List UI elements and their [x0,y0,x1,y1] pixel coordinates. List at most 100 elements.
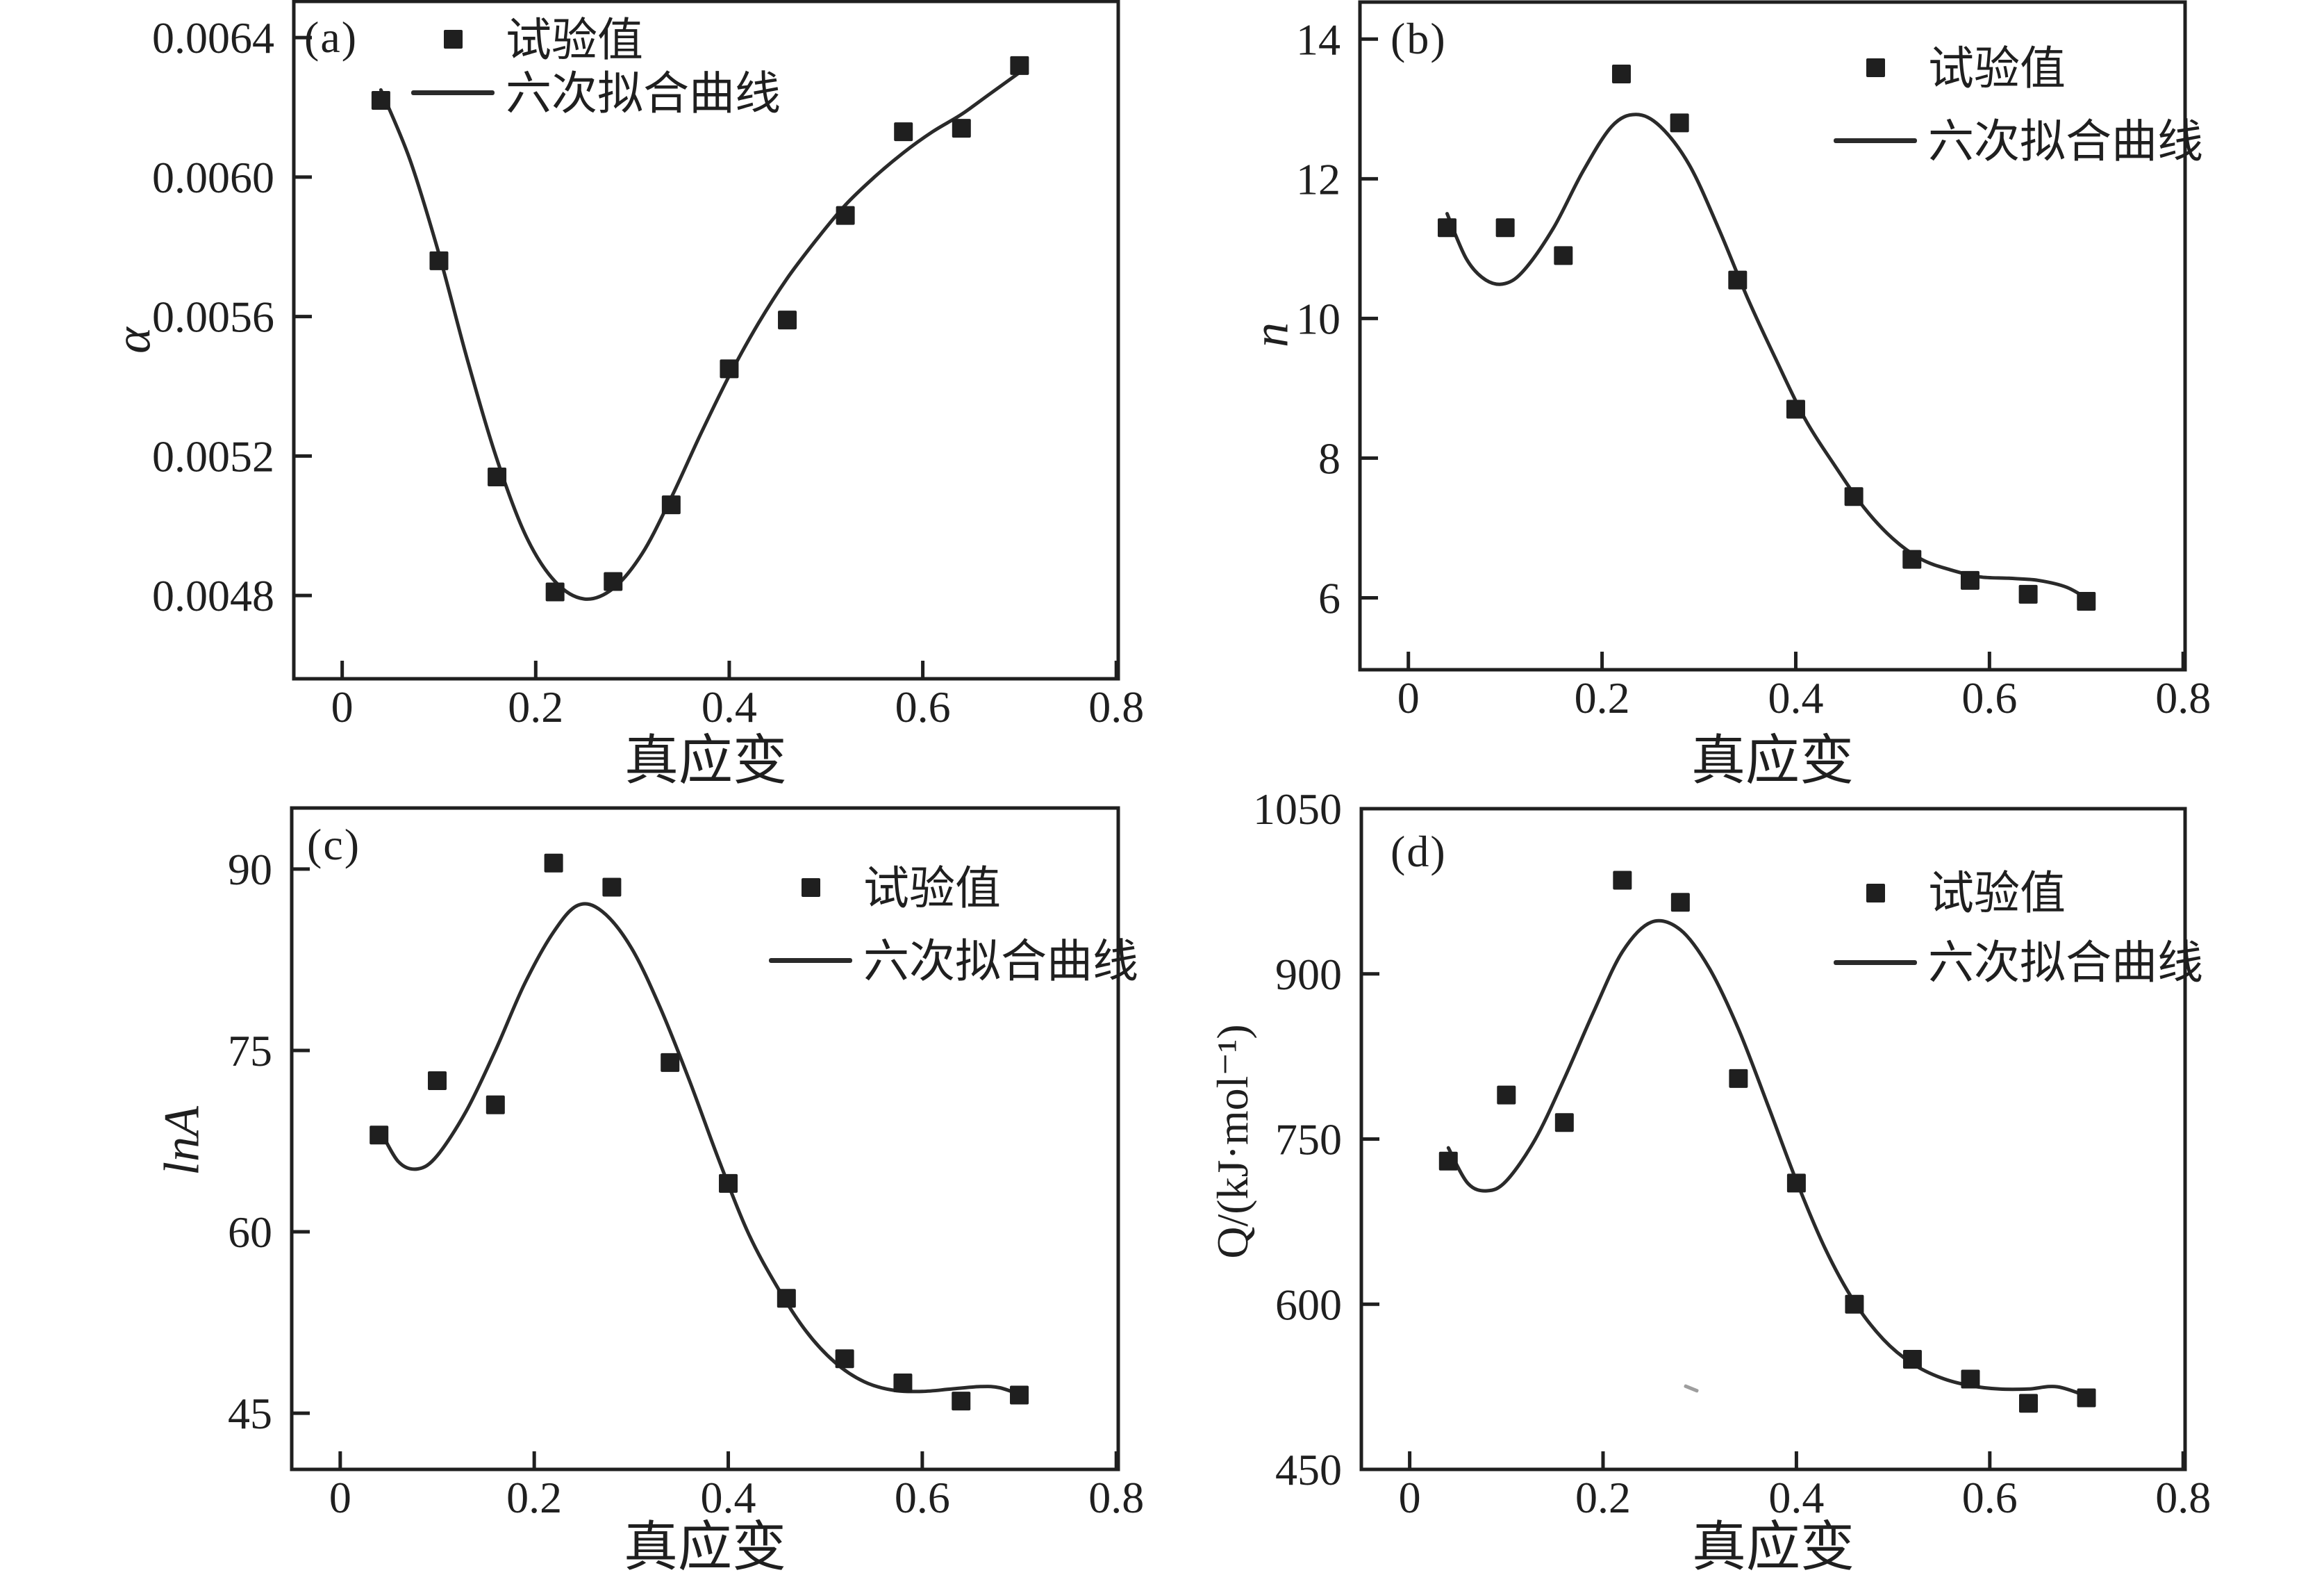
fit-curve-a [379,67,1027,601]
x-tick-label-a: 0.4 [702,682,757,732]
x-axis-title-b: 真应变 [1691,729,1854,791]
panel-a: 0 0.2 0.4 0.6 0.8 0.0048 0.0052 0.0056 0.0060 0.0… [152,0,1144,732]
square-marker-icon [801,878,820,897]
data-point-marker-c [1010,1385,1029,1405]
data-point-marker-a [661,495,681,515]
y-tick-label-d: 450 [1275,1445,1342,1494]
data-point-marker-c [777,1289,796,1308]
y-tick-label-b: 14 [1296,15,1341,64]
legend-label-fit: 六次拟合曲线 [506,67,781,119]
data-point-marker-b [2077,591,2096,611]
legend-key [1834,883,1917,902]
legend-label-experimental: 试验值 [506,13,643,65]
line-sample-icon [411,90,495,95]
y-tick-label-a: 0.0060 [152,153,274,202]
x-tick-label-d: 0.2 [1575,1473,1631,1522]
x-tick-label-b: 0.4 [1768,673,1823,723]
legend-row-experimental: 试验值 [769,851,1138,924]
panel-b: 0 0.2 0.4 0.6 0.8 6 8 10 12 14 [1296,0,2211,723]
y-axis-title-Q: Q/(kJ·mol⁻¹) [1208,1024,1257,1259]
data-point-marker-b [1670,113,1689,133]
line-sample-icon [769,958,852,963]
x-tick-label-c: 0 [329,1473,351,1522]
data-point-marker-a [545,582,565,602]
y-tick-label-c: 60 [228,1207,272,1257]
data-point-marker-a [952,119,971,138]
legend-b: 试验值 六次拟合曲线 [1834,31,2203,177]
data-point-marker-c [544,853,563,873]
x-tick-label-d: 0.4 [1768,1473,1824,1522]
y-axis-title-alpha: α [105,327,161,354]
legend-row-fit: 六次拟合曲线 [1834,927,2203,997]
data-point-marker-d [1497,1085,1516,1105]
panel-d: 0 0.2 0.4 0.6 0.8 450 600 750 900 1050 [1253,784,2211,1522]
data-point-marker-b [1902,550,1922,569]
x-tick-label-c: 0.2 [506,1473,562,1522]
legend-label-fit: 六次拟合曲线 [1928,115,2203,167]
y-tick-label-b: 8 [1318,434,1341,483]
legend-key [1834,138,1917,143]
line-sample-icon [1834,138,1917,143]
data-point-marker-d [1670,893,1690,912]
legend-label-experimental: 试验值 [863,861,1001,914]
data-point-marker-b [2018,584,2038,604]
data-point-marker-c [835,1349,854,1369]
panel-label-a: (a) [304,13,358,62]
y-tick-label-b: 6 [1318,573,1341,622]
y-tick-label-d: 600 [1275,1280,1342,1329]
x-tick-label-d: 0 [1399,1473,1421,1522]
data-point-marker-d [1613,871,1632,890]
data-point-marker-d [2077,1388,2096,1408]
legend-label-experimental: 试验值 [1928,867,2066,918]
y-tick-label-a: 0.0064 [152,13,274,63]
panel-c: 0 0.2 0.4 0.6 0.8 45 60 75 90 [228,806,1144,1522]
data-point-marker-b [1611,65,1631,84]
data-point-marker-d [2018,1394,2038,1413]
legend-key [1834,959,1917,965]
x-tick-label-b: 0.2 [1575,673,1630,723]
y-tick-label-d: 750 [1275,1115,1342,1164]
data-point-marker-a [778,311,797,330]
legend-key [411,30,495,49]
data-point-marker-d [1438,1151,1458,1171]
y-tick-label-b: 12 [1296,154,1341,204]
data-point-marker-c [661,1053,680,1072]
data-point-marker-b [1437,218,1456,238]
data-point-marker-c [485,1095,505,1114]
data-point-marker-d [1902,1350,1922,1369]
legend-key [411,90,495,95]
x-tick-label-a: 0.8 [1088,682,1144,732]
legend-row-fit: 六次拟合曲线 [411,66,781,119]
data-point-marker-d [1961,1369,1980,1389]
x-tick-label-c: 0.4 [701,1473,756,1522]
legend-key [769,878,852,897]
x-tick-label-a: 0 [331,682,354,732]
y-tick-label-b: 10 [1296,294,1341,343]
y-axis-title-lnA: lnA [153,1106,210,1176]
data-point-marker-a [488,467,507,486]
legend-d: 试验值 六次拟合曲线 [1834,858,2203,997]
y-tick-label-c: 75 [228,1026,272,1075]
square-marker-icon [1866,883,1885,902]
legend-row-fit: 六次拟合曲线 [1834,104,2203,177]
square-marker-icon [1866,58,1885,77]
data-point-marker-c [428,1071,447,1090]
data-point-marker-d [1554,1113,1574,1132]
legend-row-experimental: 试验值 [411,13,781,66]
plot-frame-b [1358,0,2187,672]
data-point-marker-a [371,91,390,110]
y-tick-label-a: 0.0052 [152,431,274,481]
plot-frame-c [290,806,1120,1471]
legend-key [1834,58,1917,77]
x-axis-title-d: 真应变 [1691,1516,1855,1575]
legend-a: 试验值 六次拟合曲线 [411,13,781,119]
data-point-marker-d [1845,1294,1864,1314]
data-point-marker-b [1495,218,1515,238]
data-point-marker-c [370,1125,389,1145]
x-tick-label-b: 0.6 [1961,673,2017,723]
legend-row-experimental: 试验值 [1834,858,2203,927]
panel-label-c: (c) [307,820,361,869]
x-tick-label-c: 0.6 [895,1473,950,1522]
